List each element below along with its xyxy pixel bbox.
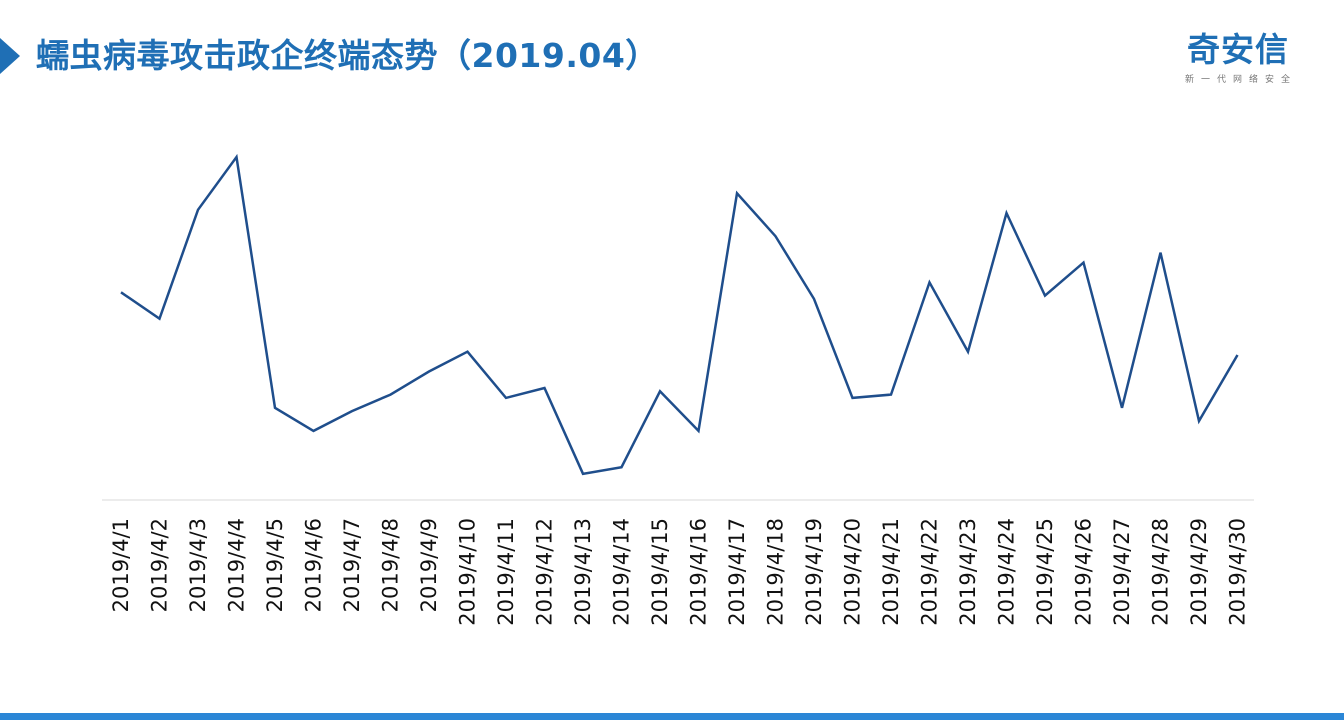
title-marker-icon	[0, 38, 20, 74]
x-tick-label: 2019/4/13	[571, 518, 595, 626]
bottom-accent-bar	[0, 713, 1344, 720]
x-tick-label: 2019/4/8	[379, 518, 403, 612]
x-tick-label: 2019/4/26	[1072, 518, 1096, 626]
x-tick-label: 2019/4/17	[725, 518, 749, 626]
x-tick-label: 2019/4/19	[802, 518, 826, 626]
x-tick-label: 2019/4/11	[494, 518, 518, 626]
x-tick-label: 2019/4/18	[764, 518, 788, 626]
logo-tagline: 新一代网络安全	[1184, 75, 1297, 85]
x-tick-label: 2019/4/7	[340, 518, 364, 612]
x-tick-label: 2019/4/24	[995, 518, 1019, 626]
x-tick-label: 2019/4/23	[956, 518, 980, 626]
x-tick-label: 2019/4/5	[263, 518, 287, 612]
x-tick-label: 2019/4/27	[1110, 518, 1134, 626]
brand-logo: 奇安信 新一代网络安全	[1176, 30, 1300, 85]
x-tick-label: 2019/4/25	[1033, 518, 1057, 626]
x-tick-label: 2019/4/30	[1226, 518, 1250, 626]
x-tick-label: 2019/4/16	[687, 518, 711, 626]
x-tick-label: 2019/4/29	[1187, 518, 1211, 626]
page-title: 蠕虫病毒攻击政企终端态势（2019.04）	[36, 36, 659, 75]
x-tick-label: 2019/4/10	[456, 518, 480, 626]
x-tick-label: 2019/4/1	[109, 518, 133, 612]
x-tick-label: 2019/4/2	[148, 518, 172, 612]
x-tick-label: 2019/4/15	[648, 518, 672, 626]
line-chart: 2019/4/1 2019/4/2 2019/4/3 2019/4/4 2019/4/5…	[102, 153, 1254, 626]
series-line	[120, 153, 1239, 476]
x-tick-label: 2019/4/14	[610, 518, 634, 626]
x-tick-label: 2019/4/9	[417, 518, 441, 612]
x-tick-label: 2019/4/22	[918, 518, 942, 626]
x-tick-label: 2019/4/21	[879, 518, 903, 626]
x-tick-labels: 2019/4/1 2019/4/2 2019/4/3 2019/4/4 2019/4/5…	[109, 518, 1250, 626]
x-tick-label: 2019/4/20	[841, 518, 865, 626]
x-tick-label: 2019/4/28	[1149, 518, 1173, 626]
x-tick-label: 2019/4/4	[225, 518, 249, 612]
x-tick-label: 2019/4/12	[533, 518, 557, 626]
x-tick-label: 2019/4/6	[302, 518, 326, 612]
logo-name: 奇安信	[1187, 30, 1289, 69]
x-tick-label: 2019/4/3	[186, 518, 210, 612]
